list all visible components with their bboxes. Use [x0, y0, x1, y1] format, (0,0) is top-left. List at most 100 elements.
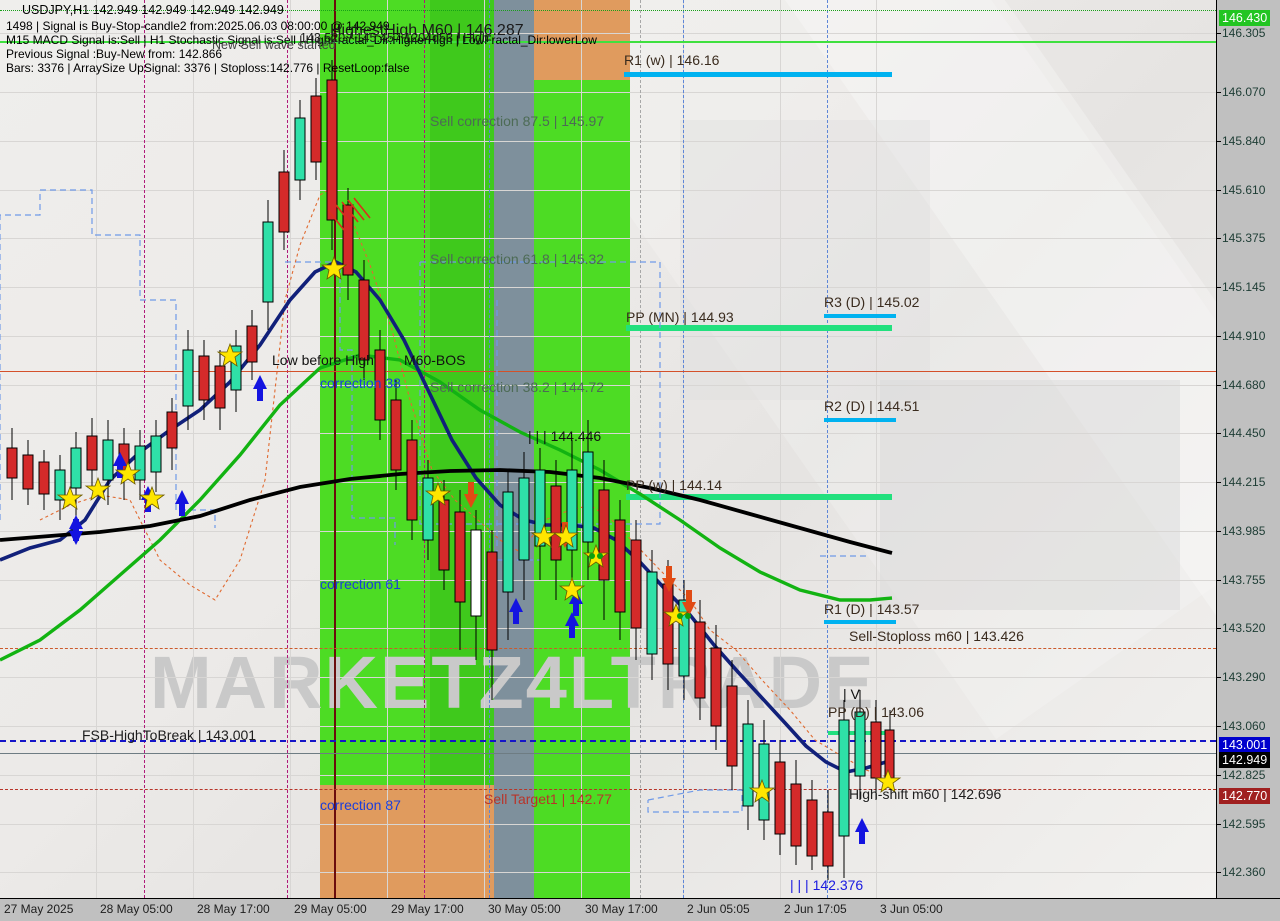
price-tick-mark [1217, 141, 1221, 142]
zone-orange-bottom [320, 785, 430, 898]
star-markers [56, 255, 902, 803]
annotation-pp-d[interactable]: PP (D) | 143.06 [828, 704, 924, 720]
annotation-sell-stoploss-m60[interactable]: Sell-Stoploss m60 | 143.426 [849, 628, 1024, 644]
grid-line [0, 872, 1216, 873]
zone-green-3 [534, 0, 630, 898]
level-line-r2d [824, 418, 896, 422]
price-tick-label: 146.305 [1222, 26, 1266, 40]
highest-high-m60-label: HighestHigh M60 | 146.287 [330, 22, 524, 39]
level-line-sell-stoploss [0, 648, 1216, 649]
vertical-marker-magenta [287, 0, 288, 898]
annotation-pp-mn[interactable]: PP (MN) | 144.93 [626, 309, 734, 325]
time-scale[interactable]: 27 May 2025 28 May 05:00 28 May 17:00 29 Ma… [0, 898, 1280, 921]
grid-line-v [876, 0, 877, 898]
annotation-high-shift-m60[interactable]: High-shift m60 | 142.696 [849, 786, 1002, 802]
symbol-ohlc-label: USDJPY,H1 142.949 142.949 142.949 142.94… [22, 3, 284, 17]
price-tick-mark [1217, 433, 1221, 434]
annotation-low-before-high[interactable]: Low before High [272, 352, 374, 368]
grid-line [0, 628, 1216, 629]
level-line-green-top [0, 41, 1216, 43]
grid-line [0, 238, 1216, 239]
annotation-sell-corr-382[interactable]: Sell correction 38.2 | 144.72 [430, 379, 605, 395]
grid-line-v [581, 0, 582, 898]
price-tick-label: 143.060 [1222, 719, 1266, 733]
annotation-m60-bos[interactable]: M60-BOS [404, 352, 466, 368]
grid-line-v [484, 0, 485, 898]
annotation-low-price-142376[interactable]: | | | 142.376 [790, 877, 864, 893]
level-line-r3d [824, 314, 896, 318]
price-tick-mark [1217, 92, 1221, 93]
annotation-fsb-hightobreak[interactable]: FSB-HighToBreak | 143.001 [82, 727, 257, 743]
badge-target: 142.770 [1219, 788, 1271, 804]
annotation-sell-corr-618[interactable]: Sell correction 61.8 | 145.32 [430, 251, 605, 267]
price-tick-label: 144.450 [1222, 426, 1266, 440]
price-tick-label: 142.360 [1222, 865, 1266, 879]
price-tick-mark [1217, 872, 1221, 873]
sheen-4 [680, 120, 930, 400]
level-line-fsb [0, 740, 1216, 742]
grid-line [0, 141, 1216, 142]
level-line-sell-target1 [0, 789, 1216, 790]
info-line-4: Bars: 3376 | ArraySize UpSignal: 3376 | … [6, 61, 410, 75]
vertical-marker-blue-2 [683, 0, 684, 898]
annotation-sell-corr-875[interactable]: Sell correction 87.5 | 145.97 [430, 113, 605, 129]
sheen-3 [880, 380, 1180, 610]
chart-plot-area[interactable]: MARKETZ4LTRADE [0, 0, 1216, 898]
annotation-sell-target1[interactable]: Sell Target1 | 142.77 [484, 791, 612, 807]
grid-line [0, 385, 1216, 386]
price-tick-label: 145.840 [1222, 134, 1266, 148]
grid-line-v [193, 0, 194, 898]
annotation-r1-d[interactable]: R1 (D) | 143.57 [824, 601, 920, 617]
chart-series-overlay [0, 60, 902, 880]
grid-line [0, 190, 1216, 191]
zone-slate-1 [494, 0, 534, 898]
annotation-correction-87[interactable]: correction 87 [320, 797, 401, 813]
buy-arrows-up [69, 519, 83, 545]
info-line-3: Previous Signal :Buy-New from: 142.866 [6, 47, 223, 61]
grid-line-v [290, 0, 291, 898]
price-tick-mark [1217, 385, 1221, 386]
new-sell-wave-label: New Sell wave started [212, 38, 336, 52]
zone-orange-bottom-2 [430, 785, 494, 898]
grid-line [0, 775, 1216, 776]
annotation-correction-61[interactable]: correction 61 [320, 576, 401, 592]
vertical-marker-blue [489, 0, 490, 898]
level-line-ppmn [626, 325, 892, 331]
grid-line [0, 677, 1216, 678]
time-tick-label: 28 May 17:00 [197, 902, 270, 916]
info-line-2: M15 MACD Signal is:Sell | H1 Stochastic … [6, 33, 597, 47]
annotation-mid-price-144446[interactable]: | | | 144.446 [528, 428, 602, 444]
vertical-marker-blue-3 [827, 0, 828, 898]
price-scale[interactable]: 146.305 146.070 145.840 145.610 145.375 145.1… [1216, 0, 1280, 898]
price-tick-label: 142.595 [1222, 817, 1266, 831]
time-tick-label: 29 May 17:00 [391, 902, 464, 916]
zone-slate-bottom [494, 785, 534, 898]
price-tick-mark [1217, 33, 1221, 34]
price-tick-label: 145.610 [1222, 183, 1266, 197]
level-line-ppw [626, 494, 892, 500]
annotation-pp-w[interactable]: PP (w) | 144.14 [626, 477, 722, 493]
annotation-r2-d[interactable]: R2 (D) | 144.51 [824, 398, 920, 414]
fractal-detail-label: 143.520 / 145.457 1204d53 | High [300, 31, 489, 45]
annotation-r3-d[interactable]: R3 (D) | 145.02 [824, 294, 920, 310]
price-tick-mark [1217, 628, 1221, 629]
grid-line [0, 92, 1216, 93]
badge-high: 146.430 [1219, 10, 1271, 26]
price-tick-mark [1217, 482, 1221, 483]
time-tick-label: 30 May 17:00 [585, 902, 658, 916]
price-tick-label: 142.825 [1222, 768, 1266, 782]
time-tick-label: 27 May 2025 [4, 902, 74, 916]
grid-line [0, 336, 1216, 337]
vertical-marker-grey [640, 0, 641, 898]
annotation-r1-w[interactable]: R1 (w) | 146.16 [624, 52, 720, 68]
price-tick-label: 143.520 [1222, 621, 1266, 635]
level-line-r1d [824, 620, 896, 624]
price-tick-label: 144.680 [1222, 378, 1266, 392]
grid-line-v [780, 0, 781, 898]
price-tick-mark [1217, 775, 1221, 776]
level-line-m60bos [0, 371, 1216, 372]
annotation-correction-38[interactable]: correction 38 [320, 375, 401, 391]
annotation-bar-marks-pp-d[interactable]: | V [843, 686, 860, 702]
grid-line-v [387, 0, 388, 898]
